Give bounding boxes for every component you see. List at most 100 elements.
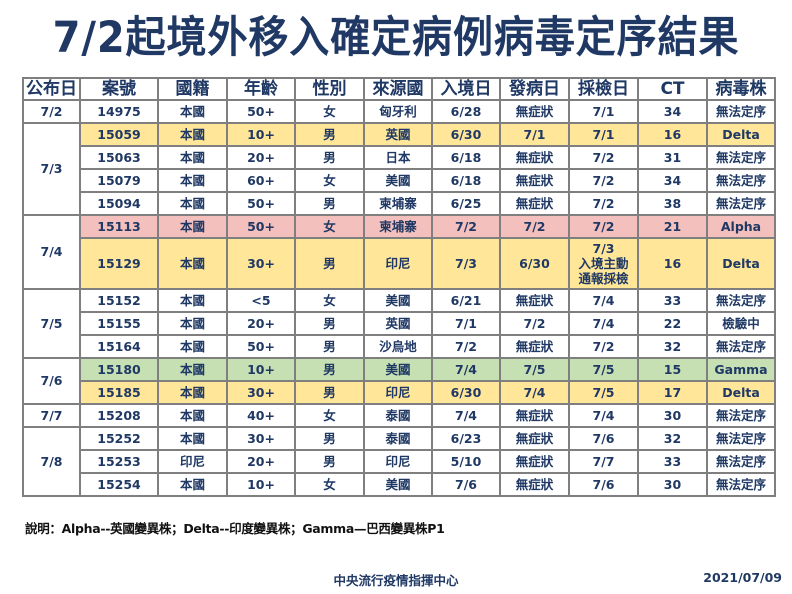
- ct-cell: 32: [637, 426, 708, 451]
- nationality-cell: 本國: [157, 237, 228, 290]
- sex-cell: 男: [294, 449, 365, 474]
- ct-cell: 21: [637, 214, 708, 239]
- source-cell: 美國: [363, 357, 433, 382]
- case-cell: 15180: [79, 357, 159, 382]
- ct-cell: 15: [637, 357, 708, 382]
- header-entry-date: 入境日: [431, 77, 501, 101]
- case-cell: 15185: [79, 380, 159, 405]
- sampling-cell: 7/4: [568, 311, 639, 336]
- strain-cell: 無法定序: [706, 99, 776, 124]
- nationality-cell: 本國: [157, 168, 228, 193]
- entry-cell: 6/21: [431, 288, 501, 313]
- sampling-cell: 7/1: [568, 122, 639, 147]
- ct-cell: 38: [637, 191, 708, 216]
- source-cell: 印尼: [363, 380, 433, 405]
- table-row: 15155 本國 20+ 男 英國 7/1 7/2 7/4 22 檢驗中: [23, 311, 776, 336]
- nationality-cell: 本國: [157, 334, 228, 359]
- sampling-cell: 7/6: [568, 472, 639, 497]
- onset-cell: 7/5: [499, 357, 570, 382]
- entry-cell: 7/6: [431, 472, 501, 497]
- header-source-country: 來源國: [363, 77, 433, 101]
- strain-cell: 無法定序: [706, 145, 776, 170]
- source-cell: 泰國: [363, 426, 433, 451]
- publish-date-cell: 7/3: [22, 122, 81, 216]
- page-title: 7/2起境外移入確定病例病毒定序結果: [52, 13, 740, 63]
- sampling-cell: 7/4: [568, 403, 639, 428]
- entry-cell: 7/3: [431, 237, 501, 290]
- header-sex: 性別: [294, 77, 365, 101]
- ct-cell: 33: [637, 449, 708, 474]
- nationality-cell: 本國: [157, 122, 228, 147]
- sampling-cell: 7/2: [568, 145, 639, 170]
- entry-cell: 6/28: [431, 99, 501, 124]
- age-cell: 60+: [226, 168, 296, 193]
- strain-cell: 無法定序: [706, 334, 776, 359]
- source-cell: 柬埔寨: [363, 191, 433, 216]
- footer-date: 2021/07/09: [703, 570, 782, 585]
- strain-cell: 無法定序: [706, 426, 776, 451]
- table-row: 7/5 15152 本國 <5 女 美國 6/21 無症狀 7/4 33 無法定…: [22, 288, 776, 359]
- table-row: 15094 本國 50+ 男 柬埔寨 6/25 無症狀 7/2 38 無法定序: [23, 191, 776, 216]
- onset-cell: 無症狀: [499, 334, 570, 359]
- onset-cell: 6/30: [499, 237, 570, 290]
- sampling-cell: 7/6: [568, 426, 639, 451]
- age-cell: 30+: [226, 237, 296, 290]
- case-cell: 15079: [79, 168, 159, 193]
- case-cell: 15113: [79, 214, 159, 239]
- sampling-cell: 7/4: [568, 288, 639, 313]
- age-cell: 30+: [226, 380, 296, 405]
- strain-cell: Delta: [706, 380, 776, 405]
- case-cell: 15129: [79, 237, 159, 290]
- sex-cell: 男: [294, 380, 365, 405]
- ct-cell: 32: [637, 334, 708, 359]
- table-row: 7/6 15180 本國 10+ 男 美國 7/4 7/5 7/5 15 Gam…: [22, 357, 776, 405]
- sampling-cell: 7/5: [568, 380, 639, 405]
- case-cell: 14975: [79, 99, 159, 124]
- nationality-cell: 印尼: [157, 449, 228, 474]
- entry-cell: 7/2: [431, 214, 501, 239]
- strain-cell: Alpha: [706, 214, 776, 239]
- nationality-cell: 本國: [157, 403, 228, 428]
- sex-cell: 男: [294, 191, 365, 216]
- age-cell: <5: [226, 288, 296, 313]
- onset-cell: 無症狀: [499, 99, 570, 124]
- sex-cell: 男: [294, 122, 365, 147]
- age-cell: 50+: [226, 191, 296, 216]
- nationality-cell: 本國: [157, 380, 228, 405]
- ct-cell: 30: [637, 403, 708, 428]
- sex-cell: 女: [294, 403, 365, 428]
- publish-date-cell: 7/4: [22, 214, 81, 290]
- age-cell: 10+: [226, 472, 296, 497]
- entry-cell: 7/4: [431, 403, 501, 428]
- sex-cell: 女: [294, 99, 365, 124]
- source-cell: 柬埔寨: [363, 214, 433, 239]
- sex-cell: 男: [294, 311, 365, 336]
- strain-cell: 無法定序: [706, 191, 776, 216]
- sampling-cell: 7/5: [568, 357, 639, 382]
- onset-cell: 無症狀: [499, 191, 570, 216]
- sex-cell: 男: [294, 426, 365, 451]
- entry-cell: 6/30: [431, 380, 501, 405]
- age-cell: 50+: [226, 334, 296, 359]
- onset-cell: 7/2: [499, 214, 570, 239]
- table-row: 15254 本國 10+ 女 美國 7/6 無症狀 7/6 30 無法定序: [23, 472, 776, 497]
- sampling-cell: 7/2: [568, 191, 639, 216]
- onset-cell: 7/1: [499, 122, 570, 147]
- source-cell: 美國: [363, 472, 433, 497]
- source-cell: 英國: [363, 311, 433, 336]
- strain-cell: 檢驗中: [706, 311, 776, 336]
- onset-cell: 無症狀: [499, 426, 570, 451]
- onset-cell: 無症狀: [499, 449, 570, 474]
- age-cell: 40+: [226, 403, 296, 428]
- nationality-cell: 本國: [157, 145, 228, 170]
- source-cell: 英國: [363, 122, 433, 147]
- strain-cell: Gamma: [706, 357, 776, 382]
- onset-cell: 無症狀: [499, 168, 570, 193]
- sampling-note-line-2: 通報採檢: [578, 271, 629, 286]
- sex-cell: 女: [294, 214, 365, 239]
- header-onset-date: 發病日: [499, 77, 570, 101]
- source-cell: 美國: [363, 288, 433, 313]
- source-cell: 日本: [363, 145, 433, 170]
- table-row: 7/3 15059 本國 10+ 男 英國 6/30 7/1 7/1 16 De…: [22, 122, 776, 216]
- ct-cell: 33: [637, 288, 708, 313]
